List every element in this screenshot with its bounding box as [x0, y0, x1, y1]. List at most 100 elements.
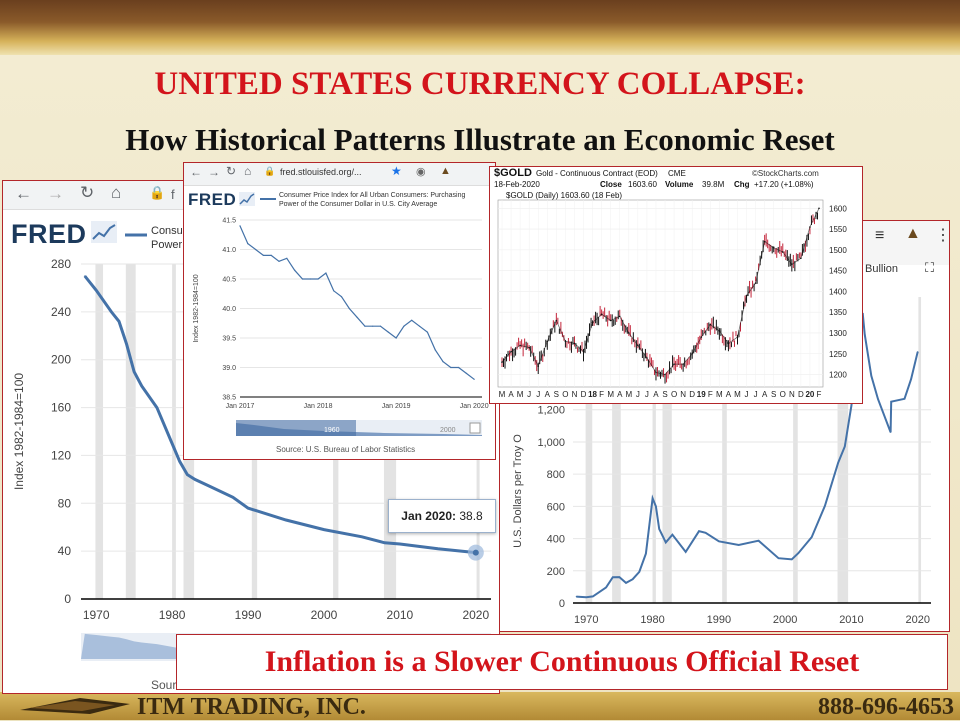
- data-point: [591, 321, 594, 324]
- recession-band: [662, 297, 672, 603]
- fred-small-chart-panel: ← → ↻ ⌂ 🔒 fred.stlouisfed.org/... ★ ◉ ▲ …: [183, 162, 496, 460]
- close-value: 1603.60: [628, 180, 657, 189]
- back-icon[interactable]: ←: [190, 165, 202, 179]
- mini-label-1: 1960: [324, 427, 340, 434]
- data-point: [575, 595, 577, 598]
- legend-swatch: [125, 233, 147, 237]
- star-icon[interactable]: ★: [391, 164, 402, 178]
- x-tick-label: S: [554, 390, 559, 399]
- y-tick-label: 0: [64, 592, 71, 606]
- home-icon[interactable]: ⌂: [244, 164, 252, 178]
- back-icon[interactable]: ←: [15, 184, 32, 203]
- x-tick-label: A: [762, 390, 768, 399]
- forward-icon[interactable]: →: [208, 165, 220, 179]
- x-tick-label: D: [798, 390, 804, 399]
- list-icon[interactable]: ≡: [875, 227, 885, 244]
- data-point: [890, 401, 892, 403]
- recession-band: [585, 297, 593, 603]
- data-point: [84, 275, 86, 277]
- x-tick-label: 20: [805, 390, 814, 399]
- home-icon[interactable]: ⌂: [111, 183, 122, 202]
- data-point: [247, 507, 249, 509]
- x-tick-label: O: [780, 390, 786, 399]
- data-point: [247, 243, 249, 245]
- data-point: [133, 371, 135, 373]
- x-tick-label: J: [636, 390, 640, 399]
- x-tick-label: Jan 2019: [382, 403, 411, 410]
- data-point: [278, 260, 280, 262]
- data-point: [294, 269, 296, 271]
- extension-icon[interactable]: ◉: [416, 166, 426, 178]
- legend-text-line2: Power of the Consumer Dollar in U.S. Cit…: [279, 201, 438, 208]
- y-tick-label: 41.5: [222, 217, 236, 224]
- chg-label: Chg: [734, 180, 750, 189]
- gold-symbol: $GOLD: [494, 167, 532, 179]
- banner-text: Inflation is a Slower Continuous Officia…: [176, 634, 948, 690]
- x-tick-label: S: [771, 390, 776, 399]
- data-point: [718, 330, 721, 332]
- slide-title: UNITED STATES CURRENCY COLLAPSE:: [154, 66, 806, 102]
- data-point: [824, 505, 826, 507]
- extension-icon-2[interactable]: ▲: [440, 165, 451, 177]
- data-point: [186, 473, 188, 476]
- itm-logo-icon: [20, 698, 130, 714]
- data-point: [655, 505, 657, 507]
- data-point: [323, 529, 325, 531]
- url-text[interactable]: f: [171, 187, 175, 202]
- series-line: [83, 275, 476, 555]
- data-point: [605, 586, 607, 588]
- data-point: [465, 372, 467, 374]
- data-point: [95, 289, 97, 291]
- data-point: [600, 313, 603, 316]
- data-point: [473, 378, 475, 380]
- reload-icon[interactable]: ↻: [80, 183, 95, 202]
- data-point: [658, 528, 660, 530]
- url-text[interactable]: fred.stlouisfed.org/...: [280, 167, 362, 177]
- data-point: [850, 405, 853, 407]
- x-tick-label: O: [671, 390, 677, 399]
- data-point: [372, 325, 374, 327]
- gold-bullion-title: Bullion: [865, 263, 899, 275]
- y-tick-label: 39.0: [222, 365, 236, 372]
- x-tick-label: M: [625, 390, 632, 399]
- data-point: [356, 316, 358, 318]
- x-tick-label: 19: [697, 390, 706, 399]
- forward-icon[interactable]: →: [47, 184, 64, 203]
- data-point: [585, 596, 587, 598]
- mini-navigator-window: [236, 420, 356, 436]
- slide-subtitle: How Historical Patterns Illustrate an Ec…: [125, 122, 835, 157]
- data-point: [745, 294, 748, 297]
- data-point: [754, 282, 757, 284]
- x-tick-label: D: [581, 390, 587, 399]
- y-tick-label: 41.0: [222, 247, 236, 254]
- tooltip-date: Jan 2020:: [401, 509, 456, 523]
- data-point: [255, 248, 257, 251]
- volume-label: Volume: [665, 180, 694, 189]
- more-icon[interactable]: ⋮: [935, 227, 950, 244]
- y-tick-label: 1300: [829, 329, 847, 338]
- share-icon[interactable]: ▲: [905, 225, 921, 242]
- recession-band: [612, 297, 621, 603]
- x-tick-label: M: [716, 390, 723, 399]
- y-tick-label: 1500: [829, 246, 847, 255]
- x-tick-label: M: [499, 390, 506, 399]
- x-tick-label: A: [508, 390, 514, 399]
- x-tick-label: F: [708, 390, 713, 399]
- y-tick-label: 160: [51, 401, 71, 415]
- y-tick-label: 200: [51, 353, 71, 367]
- data-point: [110, 311, 112, 313]
- data-point: [301, 278, 304, 280]
- gold-exchange: CME: [668, 169, 686, 178]
- data-point: [609, 319, 612, 322]
- data-point: [763, 240, 766, 243]
- y-tick-label: 1350: [829, 308, 847, 317]
- mini-label-2: 2000: [440, 427, 456, 434]
- data-point: [612, 576, 614, 578]
- x-tick-label: N: [572, 390, 578, 399]
- x-tick-label: J: [754, 390, 758, 399]
- x-tick-label: F: [817, 390, 822, 399]
- data-point: [194, 478, 196, 480]
- reload-icon[interactable]: ↻: [226, 164, 237, 178]
- fullscreen-icon[interactable]: ⛶: [925, 260, 935, 275]
- highlight-point-core: [472, 549, 479, 556]
